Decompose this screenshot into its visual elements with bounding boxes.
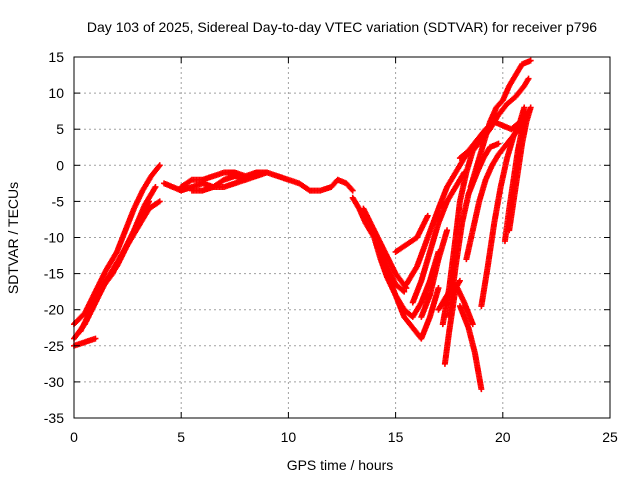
series-track-l xyxy=(384,270,442,342)
series-track-h xyxy=(188,176,249,194)
data-point xyxy=(469,321,476,328)
x-tick-label: 10 xyxy=(281,429,297,445)
data-point xyxy=(156,162,163,169)
y-tick-label: -15 xyxy=(44,266,64,282)
y-axis-title: SDTVAR / TECUs xyxy=(5,182,21,294)
series-track-a xyxy=(71,162,163,328)
x-axis-title: GPS time / hours xyxy=(287,457,394,473)
series-track-m xyxy=(392,212,431,255)
y-tick-label: -10 xyxy=(44,230,64,246)
y-tick-label: 5 xyxy=(56,121,64,137)
series-track-x xyxy=(478,104,528,310)
y-tick-label: -5 xyxy=(52,193,65,209)
x-tick-label: 5 xyxy=(177,429,185,445)
y-tick-label: -25 xyxy=(44,338,64,354)
data-point xyxy=(456,277,463,284)
series-track-aa xyxy=(506,104,534,234)
data-point xyxy=(527,104,534,111)
data-point xyxy=(349,187,356,194)
series-track-p xyxy=(418,227,451,320)
y-tick-label: 0 xyxy=(56,157,64,173)
data-point xyxy=(525,75,532,82)
data-point xyxy=(92,335,99,342)
x-tick-label: 25 xyxy=(602,429,618,445)
y-tick-label: 10 xyxy=(48,85,64,101)
y-tick-label: -35 xyxy=(44,410,64,426)
data-point xyxy=(424,212,431,219)
data-point xyxy=(527,57,534,64)
x-tick-label: 20 xyxy=(495,429,511,445)
data-point xyxy=(478,386,485,393)
series-track-t xyxy=(439,75,532,328)
series-track-k xyxy=(375,241,408,295)
y-tick-label: 15 xyxy=(48,49,64,65)
x-tick-label: 0 xyxy=(70,429,78,445)
data-point xyxy=(444,227,451,234)
x-tick-label: 15 xyxy=(388,429,404,445)
data-point xyxy=(156,198,163,205)
chart-title: Day 103 of 2025, Sidereal Day-to-day VTE… xyxy=(87,19,597,35)
series-track-c xyxy=(71,335,99,349)
series-track-e xyxy=(81,198,163,328)
data-point xyxy=(521,104,528,111)
data-point xyxy=(242,176,249,183)
data-point xyxy=(495,140,502,147)
y-tick-label: -20 xyxy=(44,302,64,318)
series-track-o xyxy=(409,169,468,306)
series-track-y xyxy=(467,57,534,190)
data-point xyxy=(263,169,270,176)
data-point xyxy=(152,183,159,190)
y-tick-label: -30 xyxy=(44,374,64,390)
data-point xyxy=(435,285,442,292)
series-track-s xyxy=(456,303,485,393)
axis-ticks: 0 5 10 15 20 25 -35 -30 -25 -20 -15 -10 -5 0 5 10 15 xyxy=(44,49,618,445)
data-points xyxy=(71,57,534,393)
data-point xyxy=(401,288,408,295)
